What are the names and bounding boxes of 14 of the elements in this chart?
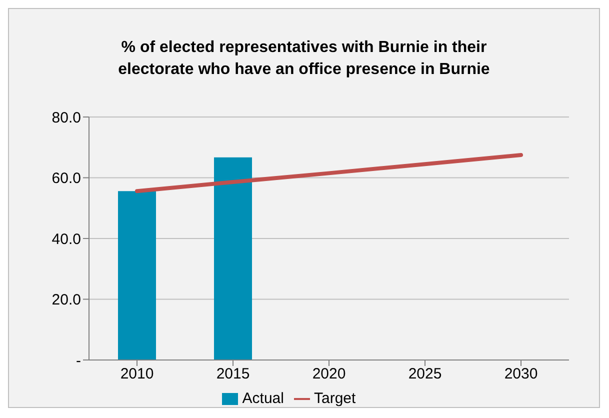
legend-label: Target — [314, 390, 356, 407]
y-tick-label: - — [76, 352, 81, 370]
x-tick-label: 2030 — [504, 366, 538, 383]
line-series — [135, 152, 523, 194]
y-tick-label: 20.0 — [52, 292, 81, 309]
y-tick-label: 60.0 — [52, 170, 81, 188]
y-tick-label: 80.0 — [52, 109, 81, 126]
chart-title: % of elected representatives with Burnie in their electorate who have an office presence in Burnie — [117, 38, 491, 80]
y-tick-label: 40.0 — [52, 230, 81, 248]
x-tick-label: 2020 — [312, 366, 346, 383]
x-tick-label: 2010 — [120, 366, 154, 383]
legend-label: Actual — [242, 390, 284, 407]
x-tick-label: 2025 — [408, 366, 442, 383]
x-tick-label: 2015 — [216, 366, 250, 383]
